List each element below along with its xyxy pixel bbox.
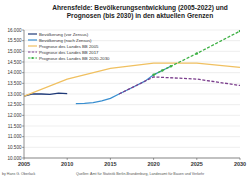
grid-line [24, 30, 240, 31]
chart: Ahrensfelde: Bevölkerungsentwicklung (20… [0, 0, 250, 177]
x-tick-label: 2015 [104, 161, 116, 167]
legend-marker [31, 57, 33, 59]
legend-label: Bevölkerung (nach Zensus) [39, 38, 92, 43]
legend-label: Prognose des Landes BB 2017 [39, 50, 99, 55]
x-tick-label: 2025 [191, 161, 203, 167]
y-tick-label: 13.000 [7, 92, 21, 97]
legend-label: Bevölkerung (vor Zensus) [39, 32, 89, 37]
series-marker [239, 30, 240, 32]
legend-label: Prognose des Landes BB 2020-2030 [39, 56, 110, 61]
y-tick-label: 12.000 [7, 113, 21, 118]
grid-line [24, 158, 240, 159]
legend-swatch [28, 57, 37, 58]
grid-line [24, 104, 240, 105]
series-marker [170, 65, 173, 68]
legend-swatch [28, 51, 37, 52]
x-tick-label: 2010 [61, 161, 73, 167]
series-line [76, 66, 171, 103]
legend-swatch [28, 33, 37, 34]
y-tick-label: 15.000 [7, 49, 21, 54]
grid-line [24, 136, 240, 137]
grid-line [24, 62, 240, 63]
series-line [154, 31, 240, 75]
legend-label: Prognose des Landes BB 2005 [39, 44, 99, 49]
grid-line [24, 115, 240, 116]
y-tick-label: 14.000 [7, 70, 21, 75]
y-tick-label: 12.500 [7, 102, 21, 107]
y-tick-label: 11.000 [8, 134, 22, 139]
series-line [119, 77, 240, 94]
grid-line [24, 126, 240, 127]
x-tick-label: 2005 [18, 161, 30, 167]
grid-line [24, 72, 240, 73]
legend: Bevölkerung (vor Zensus)Bevölkerung (nac… [28, 32, 110, 61]
y-tick-label: 11.500 [8, 124, 22, 129]
y-tick-label: 16.000 [7, 28, 21, 33]
x-tick-label: 2020 [147, 161, 159, 167]
y-tick-label: 10.500 [7, 145, 21, 150]
series-marker [152, 74, 155, 77]
series-marker [196, 52, 199, 55]
series-line [24, 63, 240, 96]
title: Ahrensfelde: Bevölkerungsentwicklung (20… [52, 4, 228, 20]
y-axis [24, 30, 25, 158]
y-tick-label: 14.500 [7, 60, 21, 65]
source: Quellen: Amt für Statistik Berlin-Brande… [76, 172, 205, 176]
y-tick-label: 10.000 [7, 156, 21, 161]
grid-line [24, 147, 240, 148]
x-axis [24, 158, 240, 159]
series-marker [161, 69, 164, 72]
y-tick-label: 15.500 [7, 38, 21, 43]
y-tick-label: 13.500 [7, 81, 21, 86]
author: by Hans G. Oberlack [2, 172, 36, 176]
legend-swatch [28, 39, 37, 40]
x-tick-label: 2030 [234, 161, 246, 167]
plot-area [24, 30, 240, 104]
legend-swatch [28, 45, 37, 46]
